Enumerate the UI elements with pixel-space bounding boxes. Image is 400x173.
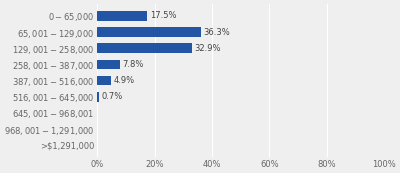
Text: 17.5%: 17.5% — [150, 11, 176, 20]
Bar — [97, 11, 148, 21]
Text: 32.9%: 32.9% — [194, 44, 220, 53]
Bar — [97, 60, 120, 69]
Text: 36.3%: 36.3% — [204, 28, 230, 37]
Bar — [97, 92, 99, 102]
Text: 0.7%: 0.7% — [102, 92, 123, 101]
Bar — [97, 43, 192, 53]
Bar — [97, 76, 111, 85]
Text: 4.9%: 4.9% — [114, 76, 135, 85]
Text: 7.8%: 7.8% — [122, 60, 143, 69]
Bar — [97, 27, 201, 37]
